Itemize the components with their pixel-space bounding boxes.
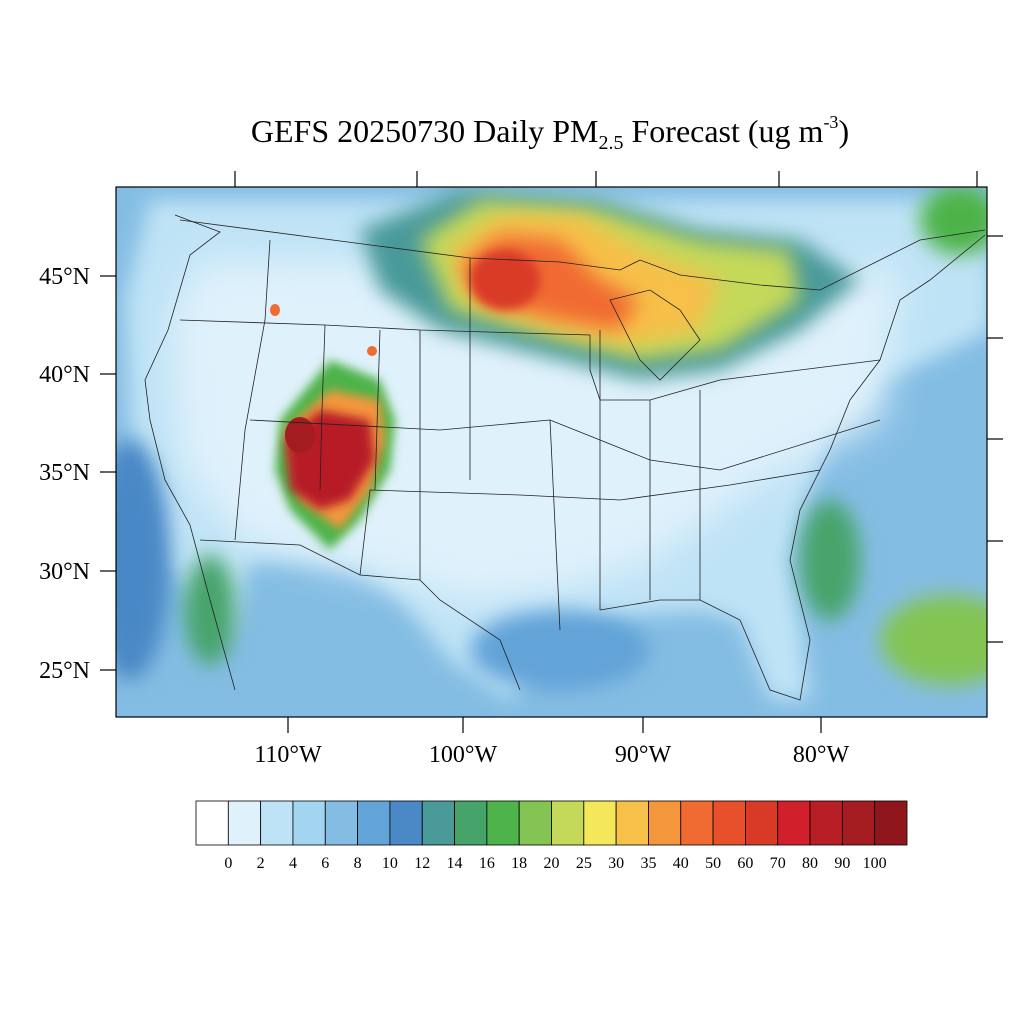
colorbar-swatch [292, 800, 326, 846]
axis-ticks [100, 171, 1003, 733]
colorbar-swatch [260, 800, 294, 846]
colorbar-swatch [227, 800, 262, 846]
colorbar-label: 90 [834, 855, 850, 872]
lat-label-25: 25°N [39, 658, 90, 684]
colorbar-label: 12 [414, 855, 430, 872]
colorbar-label: 8 [354, 855, 362, 872]
title-prefix: GEFS 20250730 Daily PM [250, 113, 599, 149]
colorbar-label: 100 [863, 855, 887, 872]
colorbar-label: 6 [321, 855, 329, 872]
colorbar-swatch [680, 800, 714, 846]
colorbar-label: 10 [382, 855, 398, 872]
colorbar-swatch [357, 800, 391, 846]
title-suffix: ) [838, 113, 850, 149]
lon-label-90w: 90°W [615, 742, 672, 768]
colorbar-label: 35 [640, 855, 656, 872]
lat-label-45: 45°N [39, 264, 90, 290]
colorbar-swatch [518, 800, 552, 846]
colorbar-label: 2 [257, 855, 265, 872]
lon-label-110w: 110°W [254, 742, 322, 768]
colorbar: 0 2 4 6 8 10 12 14 16 18 20 25 30 35 40 50 60 70 80 90 100 [195, 800, 908, 872]
pm25-field [116, 187, 987, 717]
colorbar-swatch [486, 800, 520, 846]
colorbar-swatch [712, 800, 746, 846]
lon-label-80w: 80°W [793, 742, 850, 768]
title-subscript: 2.5 [598, 132, 624, 154]
colorbar-swatch [454, 800, 488, 846]
colorbar-swatch [421, 800, 455, 846]
colorbar-label: 4 [289, 855, 297, 872]
colorbar-label: 80 [802, 855, 818, 872]
colorbar-swatch [389, 800, 423, 846]
colorbar-label: 25 [576, 855, 592, 872]
colorbar-label: 50 [705, 855, 721, 872]
colorbar-swatch [195, 800, 229, 846]
map-title: GEFS 20250730 Daily PM2.5 Forecast (ug m… [0, 112, 1024, 155]
lon-label-100w: 100°W [429, 742, 498, 768]
colorbar-swatch [874, 800, 908, 846]
title-middle: Forecast (ug m [623, 113, 824, 149]
colorbar-label: 0 [224, 855, 232, 872]
lat-label-30: 30°N [39, 559, 90, 585]
colorbar-swatch [809, 800, 843, 846]
colorbar-swatch [648, 800, 682, 846]
boundary-lines [144, 214, 986, 701]
colorbar-label: 70 [770, 855, 786, 872]
colorbar-swatch [583, 800, 617, 846]
colorbar-label: 60 [737, 855, 753, 872]
colorbar-swatch [551, 800, 585, 846]
colorbar-swatch [615, 800, 649, 846]
colorbar-label: 20 [544, 855, 560, 872]
title-superscript: -3 [823, 112, 839, 132]
colorbar-label: 16 [479, 855, 495, 872]
lat-label-35: 35°N [39, 460, 90, 486]
colorbar-label: 30 [608, 855, 624, 872]
lat-label-40: 40°N [39, 362, 90, 388]
colorbar-swatch [777, 800, 811, 846]
map-frame [115, 186, 988, 718]
colorbar-swatch [841, 800, 876, 846]
colorbar-label: 18 [511, 855, 527, 872]
colorbar-label: 40 [673, 855, 689, 872]
colorbar-swatch [324, 800, 358, 846]
colorbar-swatch [745, 800, 779, 846]
colorbar-label: 14 [447, 855, 463, 872]
